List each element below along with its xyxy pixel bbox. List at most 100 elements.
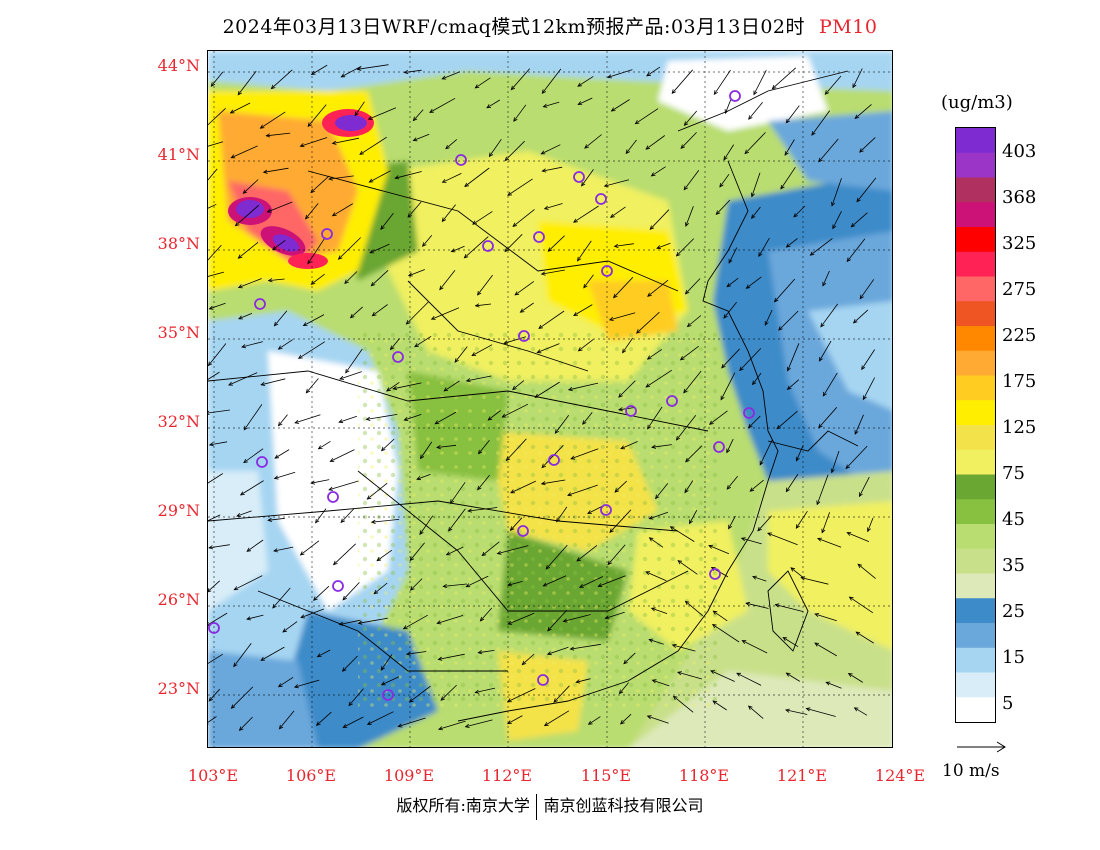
wind-vector-head: [380, 665, 385, 671]
wind-vector: [512, 209, 535, 227]
wind-vector-head: [438, 726, 443, 731]
wind-vector-head: [471, 352, 477, 357]
monitoring-site-marker: [482, 240, 494, 252]
wind-vector-head: [562, 618, 568, 623]
wind-vector-head: [307, 259, 312, 265]
wind-vector-head: [208, 410, 210, 415]
legend-tick-label: 403: [1002, 141, 1037, 162]
wind-vector: [489, 138, 502, 157]
wind-vector-head: [267, 278, 273, 283]
wind-vector-head: [785, 118, 790, 124]
wind-vector: [478, 650, 495, 654]
wind-vector: [307, 237, 326, 264]
wind-vector-head: [405, 320, 411, 325]
legend-color-swatch: [956, 202, 995, 228]
wind-vector: [852, 68, 863, 88]
wind-vector: [243, 404, 263, 431]
wind-vector-head: [228, 381, 233, 386]
wind-vector-head: [273, 475, 279, 480]
monitoring-site-marker: [601, 265, 613, 277]
wind-vector: [368, 107, 397, 120]
wind-vector: [709, 410, 728, 425]
legend-color-swatch: [956, 350, 995, 376]
wind-vector: [826, 681, 842, 689]
wind-vector: [723, 144, 735, 161]
wind-vector: [307, 104, 327, 127]
wind-vector: [238, 313, 253, 320]
wind-vector: [376, 549, 393, 562]
wind-vector-head: [481, 551, 487, 557]
wind-vector-head: [477, 290, 482, 296]
wind-vector: [330, 449, 355, 462]
wind-vector: [497, 545, 529, 554]
wind-vector: [395, 171, 422, 179]
monitoring-site-marker: [392, 351, 404, 363]
wind-vector-head: [408, 698, 414, 703]
legend-unit: (ug/m3): [941, 92, 1013, 113]
legend-color-swatch: [956, 623, 995, 649]
monitoring-site-marker: [455, 154, 467, 166]
wind-vector-head: [712, 610, 718, 615]
wind-vector-head: [680, 144, 686, 149]
wind-vector-head: [744, 149, 750, 155]
wind-vector-head: [514, 291, 520, 296]
wind-vector-head: [260, 381, 266, 386]
wind-vector-head: [273, 321, 279, 327]
wind-vector-head: [277, 421, 283, 427]
wind-vector-head: [338, 419, 344, 424]
wind-vector: [619, 682, 629, 694]
wind-vector: [570, 448, 599, 460]
legend-tick-label: 275: [1002, 279, 1037, 300]
longitude-label: 112°E: [481, 766, 533, 785]
wind-vector-head: [645, 145, 651, 150]
wind-vector-head: [368, 178, 374, 183]
wind-vector: [542, 166, 563, 172]
wind-vector: [741, 537, 762, 545]
wind-vector-head: [784, 708, 790, 713]
wind-vector-head: [265, 133, 271, 138]
wind-vector-head: [507, 191, 512, 196]
wind-vector-head: [646, 355, 652, 360]
wind-vector: [366, 414, 398, 420]
wind-vector-head: [846, 257, 851, 263]
wind-vector: [547, 609, 568, 632]
wind-vector: [578, 339, 594, 352]
legend-color-swatch: [956, 227, 995, 253]
wind-vector-head: [238, 315, 243, 320]
wind-vector: [736, 672, 762, 686]
chart-title: 2024年03月13日WRF/cmaq模式12km预报产品:03月13日02时 P…: [0, 12, 1100, 39]
wind-vector: [577, 240, 592, 262]
wind-vector-head: [501, 413, 507, 418]
wind-vector-head: [604, 615, 610, 620]
wind-vector: [208, 716, 217, 723]
wind-vector: [478, 439, 490, 454]
wind-vector-head: [852, 319, 858, 324]
wind-vector: [300, 137, 328, 147]
wind-vector: [278, 414, 288, 426]
wind-vector: [862, 377, 876, 400]
wind-vector-head: [331, 212, 337, 217]
monitoring-site-marker: [382, 689, 394, 701]
wind-vector: [311, 273, 325, 285]
wind-vector-head: [647, 424, 652, 430]
wind-vector-head: [818, 356, 823, 362]
wind-vector-head: [440, 696, 446, 701]
wind-vector: [520, 302, 534, 313]
wind-vector: [563, 614, 591, 622]
wind-vector-head: [576, 557, 582, 562]
legend-color-swatch: [956, 548, 995, 574]
wind-vector-head: [578, 584, 584, 588]
wind-vector-head: [267, 517, 273, 522]
wind-vector: [537, 343, 560, 353]
wind-vector: [208, 244, 222, 261]
wind-vector-head: [416, 476, 422, 481]
wind-vector: [676, 238, 695, 257]
wind-vector-head: [547, 247, 553, 252]
wind-vector-head: [583, 283, 588, 289]
wind-vector: [857, 563, 876, 579]
monitoring-site-marker: [573, 171, 585, 183]
wind-vector-head: [504, 247, 510, 253]
wind-vector: [567, 484, 598, 496]
wind-vector: [854, 414, 864, 435]
wind-vector-head: [405, 651, 411, 656]
